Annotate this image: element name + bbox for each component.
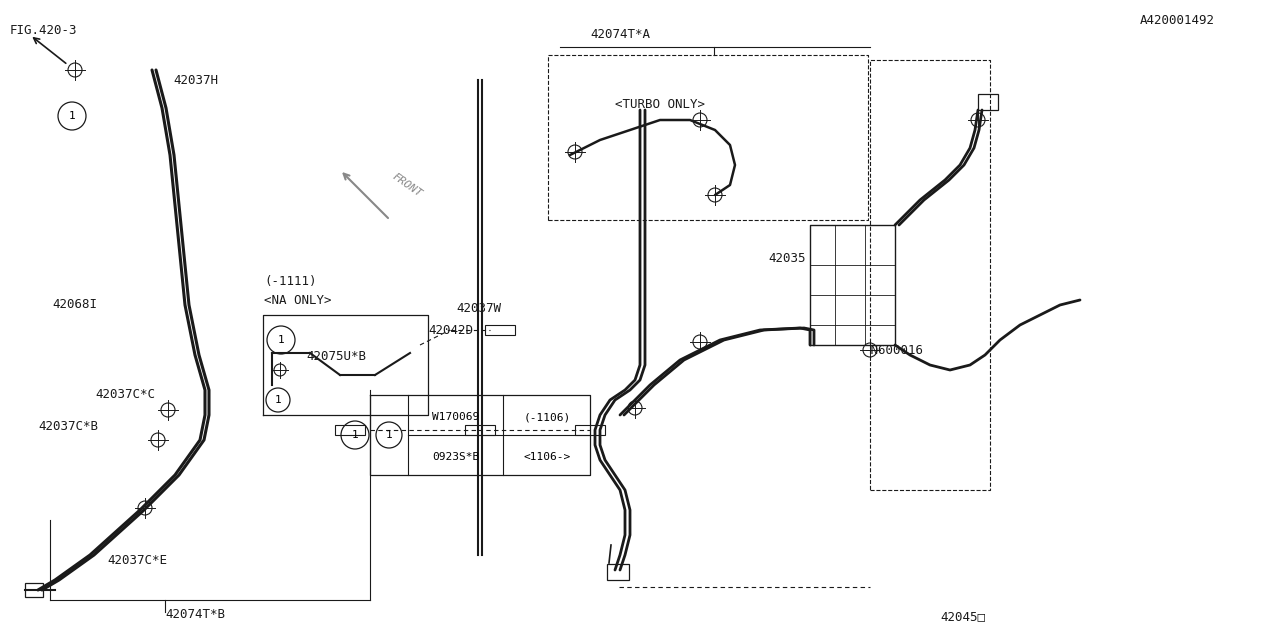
Text: FIG.420-3: FIG.420-3 [10,24,78,36]
Text: 1: 1 [275,395,282,405]
Text: 42075U*B: 42075U*B [306,351,366,364]
Text: 1: 1 [385,430,393,440]
Text: 42037C*C: 42037C*C [95,387,155,401]
Text: 1: 1 [278,335,284,345]
Text: (-1111): (-1111) [264,275,316,289]
Text: 42068I: 42068I [52,298,97,312]
Text: <TURBO ONLY>: <TURBO ONLY> [614,99,705,111]
Text: 0923S*B: 0923S*B [433,452,480,462]
Text: 42037C*E: 42037C*E [108,554,166,566]
Text: 42042D: 42042D [428,323,474,337]
Text: 42037C*B: 42037C*B [38,420,99,433]
Text: FRONT: FRONT [390,172,424,199]
Text: 42037H: 42037H [173,74,218,86]
Text: 1: 1 [352,430,358,440]
Text: 42035: 42035 [768,252,805,264]
Text: -N600016: -N600016 [864,344,924,356]
Text: (-1106): (-1106) [524,412,571,422]
Text: <1106->: <1106-> [524,452,571,462]
Text: 42045□: 42045□ [940,611,986,623]
Text: 42074T*B: 42074T*B [165,609,225,621]
Text: <NA ONLY>: <NA ONLY> [264,294,332,307]
Text: W170069: W170069 [433,412,480,422]
Text: 1: 1 [69,111,76,121]
Text: 42037W: 42037W [456,303,500,316]
Text: 42074T*A: 42074T*A [590,29,650,42]
Text: A420001492: A420001492 [1140,13,1215,26]
